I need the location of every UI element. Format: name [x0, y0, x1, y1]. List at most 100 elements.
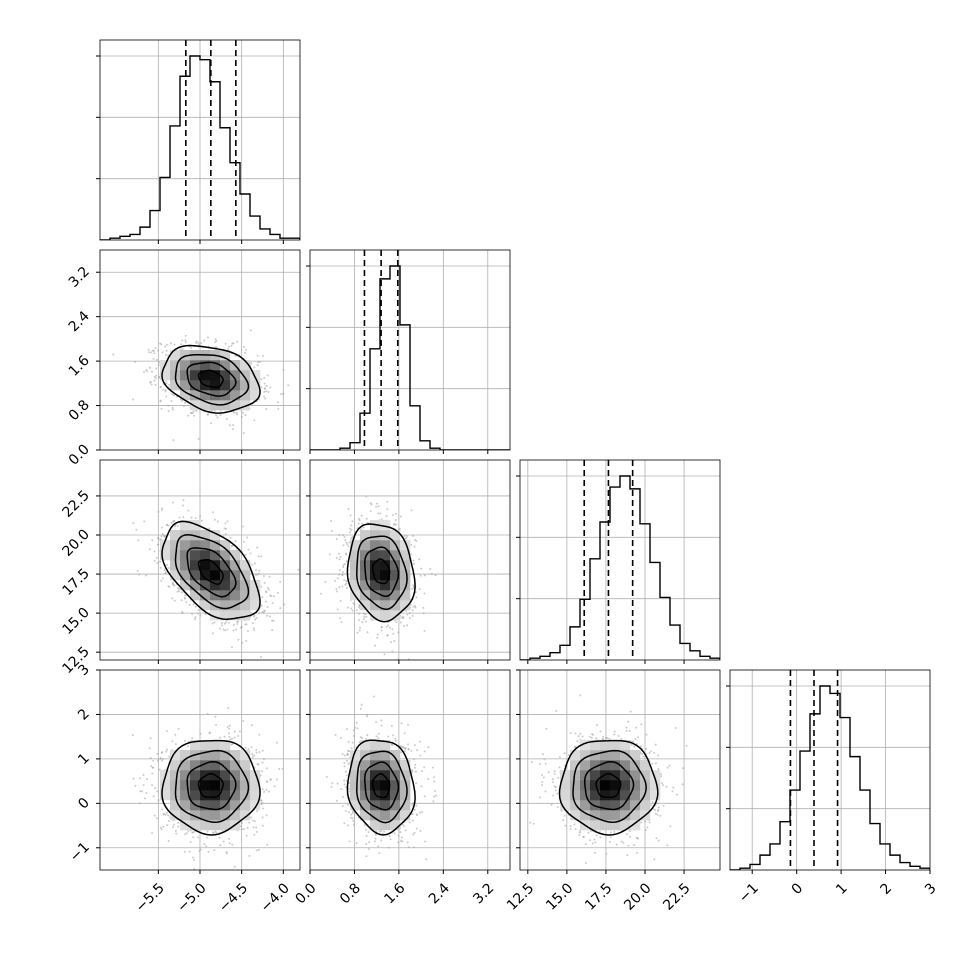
sample-point — [406, 535, 409, 538]
sample-point — [411, 819, 414, 822]
sample-point — [240, 828, 243, 831]
sample-point — [166, 563, 169, 566]
sample-point — [401, 840, 404, 843]
sample-point — [230, 344, 233, 347]
sample-point — [660, 775, 663, 778]
sample-point — [165, 343, 168, 346]
sample-point — [191, 831, 194, 834]
sample-point — [190, 516, 193, 519]
sample-point — [651, 762, 654, 765]
sample-point — [413, 758, 416, 761]
sample-point — [364, 620, 367, 623]
sample-point — [634, 738, 637, 741]
density-group — [112, 329, 290, 442]
sample-point — [240, 415, 243, 418]
sample-point — [399, 831, 402, 834]
sample-point — [412, 562, 415, 565]
density-cell — [380, 540, 391, 551]
sample-point — [150, 351, 153, 354]
density-cell — [170, 800, 181, 811]
density-cell — [590, 760, 601, 771]
density-cell — [190, 810, 201, 821]
sample-point — [640, 752, 643, 755]
sample-point — [238, 730, 241, 733]
sample-point — [393, 832, 396, 835]
sample-point — [165, 349, 168, 352]
density-cell — [210, 740, 221, 751]
sample-point — [160, 579, 163, 582]
sample-point — [251, 753, 254, 756]
sample-point — [563, 814, 566, 817]
sample-point — [182, 504, 185, 507]
sample-point — [639, 745, 642, 748]
sample-point — [253, 419, 256, 422]
sample-point — [158, 361, 161, 364]
density-cell — [590, 780, 601, 791]
sample-point — [210, 409, 213, 412]
sample-point — [160, 509, 163, 512]
sample-point — [574, 828, 577, 831]
density-cell — [180, 580, 191, 591]
sample-point — [258, 569, 261, 572]
sample-point — [145, 368, 148, 371]
density-cell — [220, 540, 231, 551]
sample-point — [589, 735, 592, 738]
sample-point — [190, 346, 193, 349]
y-tick-label: −1 — [67, 839, 93, 865]
density-cell — [380, 530, 391, 541]
sample-point — [342, 564, 345, 567]
sample-point — [161, 577, 164, 580]
density-cell — [360, 550, 371, 561]
density-cell — [180, 360, 191, 371]
sample-point — [164, 572, 167, 575]
sample-point — [203, 339, 206, 342]
density-cell — [580, 790, 591, 801]
density-cell — [200, 810, 211, 821]
sample-point — [244, 351, 247, 354]
density-cell — [650, 770, 661, 781]
sample-point — [584, 843, 587, 846]
sample-point — [260, 803, 263, 806]
density-cell — [390, 750, 401, 761]
x-tick-label: 1 — [833, 880, 851, 898]
sample-point — [399, 751, 402, 754]
sample-point — [227, 707, 230, 710]
density-cell — [200, 590, 211, 601]
sample-point — [324, 580, 327, 583]
density-cell — [240, 360, 251, 371]
sample-point — [361, 737, 364, 740]
sample-point — [335, 799, 338, 802]
sample-point — [362, 618, 365, 621]
sample-point — [660, 782, 663, 785]
sample-point — [260, 555, 263, 558]
sample-point — [154, 347, 157, 350]
sample-point — [359, 626, 362, 629]
sample-point — [653, 751, 656, 754]
sample-point — [339, 617, 342, 620]
sample-point — [344, 810, 347, 813]
density-cell — [400, 560, 411, 571]
sample-point — [149, 756, 152, 759]
density-cell — [350, 580, 361, 591]
sample-point — [178, 516, 181, 519]
sample-point — [369, 510, 372, 513]
sample-point — [352, 729, 355, 732]
sample-point — [166, 811, 169, 814]
sample-point — [260, 799, 263, 802]
sample-point — [155, 817, 158, 820]
sample-point — [190, 412, 193, 415]
sample-point — [207, 850, 210, 853]
sample-point — [253, 366, 256, 369]
sample-point — [343, 783, 346, 786]
sample-point — [195, 340, 198, 343]
sample-point — [250, 816, 253, 819]
x-tick-label: 17.5 — [582, 880, 615, 913]
sample-point — [427, 777, 430, 780]
density-cell — [590, 790, 601, 801]
sample-point — [175, 832, 178, 835]
sample-point — [419, 740, 422, 743]
sample-point — [411, 804, 414, 807]
sample-point — [433, 780, 436, 783]
density-cell — [190, 580, 201, 591]
sample-point — [423, 629, 426, 632]
